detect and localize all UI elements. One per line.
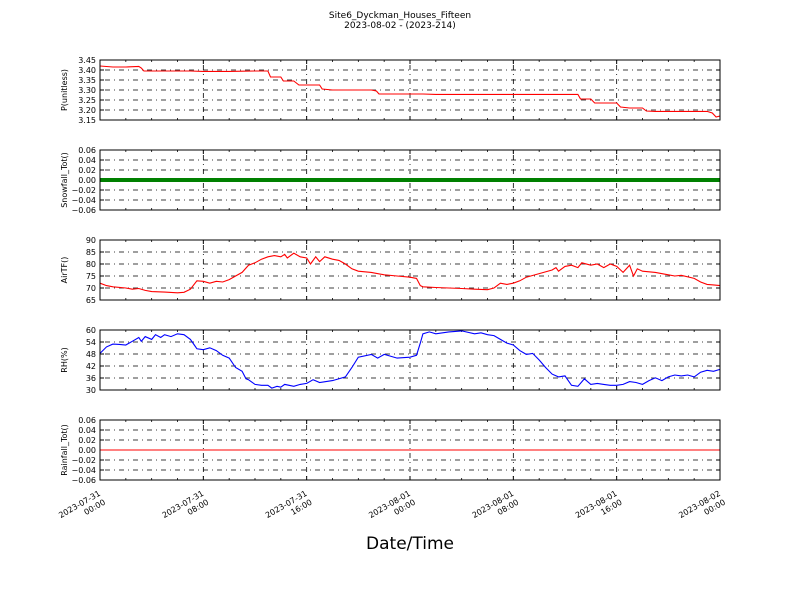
x-tick-label: 2023-08-0108:00 <box>471 489 521 529</box>
y-tick-label: 60 <box>86 326 96 335</box>
y-tick-label: 90 <box>86 236 96 245</box>
y-tick-label: 0.02 <box>78 166 96 175</box>
y-tick-label: −0.04 <box>71 466 96 475</box>
x-tick-label: 2023-07-3108:00 <box>161 489 211 529</box>
panel-5: −0.06−0.04−0.020.000.020.040.06 Rainfall_… <box>60 416 721 485</box>
chart-title: Site6_Dyckman_Houses_Fifteen <box>328 11 472 21</box>
y-tick-label: 3.40 <box>78 66 96 75</box>
y-tick-label: 70 <box>86 284 96 293</box>
plot-frame <box>99 239 721 301</box>
y-tick-label: 0.00 <box>78 446 96 455</box>
y-tick-label: −0.06 <box>71 476 96 485</box>
x-tick-label: 2023-08-0100:00 <box>367 489 417 529</box>
y-tick-label: 65 <box>86 296 96 305</box>
y-axis-label: RH(%) <box>60 347 69 372</box>
y-tick-label: 54 <box>86 338 96 347</box>
x-tick-label: 2023-08-0200:00 <box>677 489 727 529</box>
y-tick-label: 42 <box>86 362 96 371</box>
y-tick-label: −0.02 <box>71 186 96 195</box>
y-tick-label: 0.06 <box>78 416 96 425</box>
y-tick-label: −0.04 <box>71 196 96 205</box>
y-tick-label: 36 <box>86 374 96 383</box>
y-axis-label: AirTF() <box>60 257 69 284</box>
plot-frame <box>99 59 721 121</box>
y-tick-label: 0.06 <box>78 146 96 155</box>
series-line-1 <box>99 65 721 118</box>
y-tick-label: 0.04 <box>78 156 96 165</box>
panel-2: −0.06−0.04−0.020.000.020.040.06 Snowfall_… <box>60 146 721 215</box>
x-tick-label: 2023-08-0116:00 <box>574 489 624 529</box>
y-tick-label: 3.30 <box>78 86 96 95</box>
x-axis-label: Date/Time <box>366 534 454 554</box>
y-axis-label: Snowfall_Tot() <box>60 152 69 208</box>
plot-frame <box>99 149 721 211</box>
y-tick-label: 3.20 <box>78 106 96 115</box>
plot-frame <box>99 329 721 391</box>
y-tick-label: 3.25 <box>78 96 96 105</box>
x-tick-label: 2023-07-3100:00 <box>57 489 107 529</box>
y-axis-label: P(unitless) <box>60 69 69 111</box>
y-tick-label: 80 <box>86 260 96 269</box>
y-tick-label: 3.15 <box>78 116 96 125</box>
y-tick-label: 3.35 <box>78 76 96 85</box>
panel-3: 65 70 75 80 85 90 AirTF() <box>60 236 721 305</box>
y-tick-label: 0.02 <box>78 436 96 445</box>
y-tick-label: 48 <box>86 350 96 359</box>
x-tick-label: 2023-07-3116:00 <box>264 489 314 529</box>
panel-4: 30 36 42 48 54 60 RH(%) <box>60 326 721 395</box>
plot-frame <box>99 419 721 481</box>
y-tick-label: 30 <box>86 386 96 395</box>
panel-1: 3.153.203.253.303.353.403.45 P(unitless) <box>60 56 721 125</box>
series-line-4 <box>99 330 721 389</box>
y-tick-label: −0.06 <box>71 206 96 215</box>
y-tick-label: −0.02 <box>71 456 96 465</box>
y-tick-label: 85 <box>86 248 96 257</box>
chart-subtitle: 2023-08-02 - (2023-214) <box>344 21 456 31</box>
y-tick-label: 0.04 <box>78 426 96 435</box>
series-line-3 <box>99 252 721 294</box>
y-tick-label: 3.45 <box>78 56 96 65</box>
y-axis-label: Rainfall_Tot() <box>60 424 69 476</box>
y-tick-label: 75 <box>86 272 96 281</box>
y-tick-label: 0.00 <box>78 176 96 185</box>
